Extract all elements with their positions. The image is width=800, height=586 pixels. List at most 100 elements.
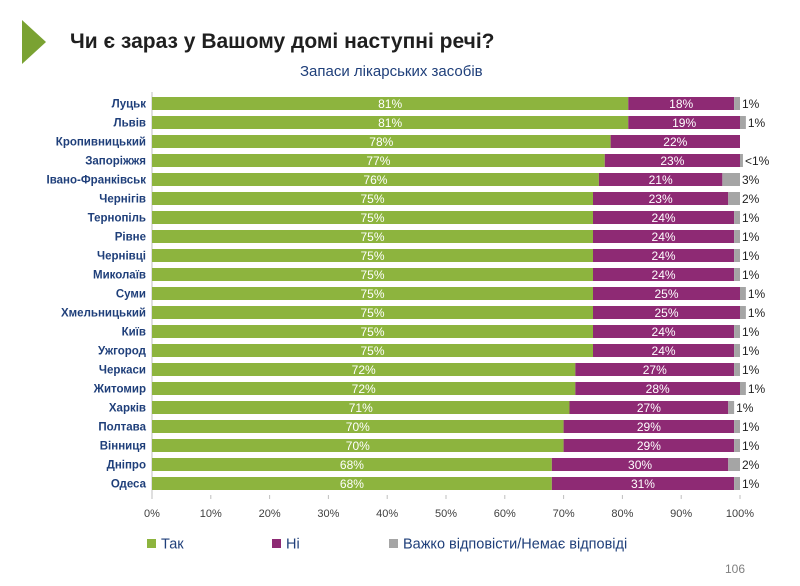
data-label: 21% — [649, 173, 673, 187]
data-label: 30% — [628, 458, 652, 472]
data-label: 72% — [352, 382, 376, 396]
bar-segment — [734, 97, 740, 110]
data-label: 1% — [748, 382, 766, 396]
bar-segment — [152, 287, 593, 300]
x-tick-label: 90% — [670, 508, 692, 520]
bar-segment — [152, 420, 564, 433]
data-label: 23% — [649, 192, 673, 206]
page-subtitle: Запаси лікарських засобів — [300, 63, 483, 80]
data-label: 24% — [652, 344, 676, 358]
data-label: 29% — [637, 420, 661, 434]
bar-segment — [734, 268, 740, 281]
bar-segment — [593, 230, 735, 243]
bar-segment — [734, 439, 740, 452]
bar-segment — [563, 439, 735, 452]
data-label: 1% — [742, 268, 760, 282]
data-label: 1% — [742, 97, 760, 111]
bar-segment — [734, 477, 740, 490]
data-label: 81% — [378, 116, 402, 130]
bar-segment — [563, 420, 735, 433]
x-tick-label: 0% — [144, 508, 160, 520]
category-label: Полтава — [98, 422, 146, 434]
bar-segment — [593, 325, 735, 338]
data-label: 75% — [360, 287, 384, 301]
category-label: Дніпро — [107, 460, 146, 472]
data-label: 25% — [654, 306, 678, 320]
data-label: 75% — [360, 268, 384, 282]
data-label: 71% — [349, 401, 373, 415]
bar-segment — [593, 306, 740, 319]
bar-segment — [152, 97, 629, 110]
bar-segment — [728, 458, 740, 471]
bar-segment — [152, 173, 599, 186]
category-label: Хмельницький — [61, 308, 146, 320]
bar-segment — [740, 382, 746, 395]
bar-segment — [152, 344, 593, 357]
bar-segment — [152, 249, 593, 262]
data-label: 27% — [643, 363, 667, 377]
legend-label: Ні — [286, 537, 300, 553]
data-label: 81% — [378, 97, 402, 111]
data-label: 27% — [637, 401, 661, 415]
bar-segment — [722, 173, 740, 186]
bar-segment — [740, 116, 746, 129]
bar-segment — [610, 135, 740, 148]
bar-segment — [593, 268, 735, 281]
data-label: 29% — [637, 439, 661, 453]
data-label: 1% — [742, 439, 760, 453]
bar-segment — [152, 325, 593, 338]
data-label: 1% — [742, 249, 760, 263]
data-label: <1% — [745, 154, 770, 168]
data-label: 19% — [672, 116, 696, 130]
data-label: 75% — [360, 192, 384, 206]
x-tick-label: 50% — [435, 508, 457, 520]
bar-segment — [734, 344, 740, 357]
bar-segment — [152, 192, 593, 205]
bar-segment — [152, 458, 552, 471]
data-label: 18% — [669, 97, 693, 111]
bar-segment — [152, 116, 629, 129]
data-label: 1% — [748, 306, 766, 320]
category-label: Чернівці — [97, 251, 146, 263]
category-label: Тернопіль — [88, 213, 146, 225]
data-label: 2% — [742, 192, 760, 206]
data-label: 78% — [369, 135, 393, 149]
bar-segment — [593, 192, 729, 205]
bar-segment — [551, 477, 735, 490]
data-label: 1% — [742, 363, 760, 377]
data-label: 1% — [736, 401, 754, 415]
data-label: 24% — [652, 230, 676, 244]
legend-swatch — [147, 539, 156, 548]
data-label: 75% — [360, 211, 384, 225]
category-label: Київ — [122, 327, 146, 339]
bar-segment — [152, 135, 611, 148]
data-label: 75% — [360, 325, 384, 339]
data-label: 1% — [748, 116, 766, 130]
category-label: Львів — [114, 118, 146, 130]
bar-segment — [734, 363, 740, 376]
category-label: Черкаси — [99, 365, 146, 377]
bar-segment — [575, 382, 740, 395]
bar-segment — [728, 401, 735, 414]
bar-segment — [593, 344, 735, 357]
data-label: 70% — [346, 439, 370, 453]
category-label: Рівне — [115, 232, 146, 244]
bar-segment — [569, 401, 729, 414]
data-label: 2% — [742, 458, 760, 472]
category-label: Житомир — [93, 384, 146, 396]
category-label: Вінниця — [100, 441, 146, 453]
bar-segment — [593, 249, 735, 262]
data-label: 22% — [663, 135, 687, 149]
data-label: 75% — [360, 230, 384, 244]
bar-segment — [152, 363, 576, 376]
data-label: 68% — [340, 458, 364, 472]
bar-segment — [551, 458, 729, 471]
data-label: 75% — [360, 306, 384, 320]
data-label: 77% — [366, 154, 390, 168]
category-label: Миколаїв — [93, 270, 146, 282]
bar-segment — [575, 363, 735, 376]
category-label: Суми — [116, 289, 146, 301]
category-label: Чернігів — [99, 194, 146, 206]
